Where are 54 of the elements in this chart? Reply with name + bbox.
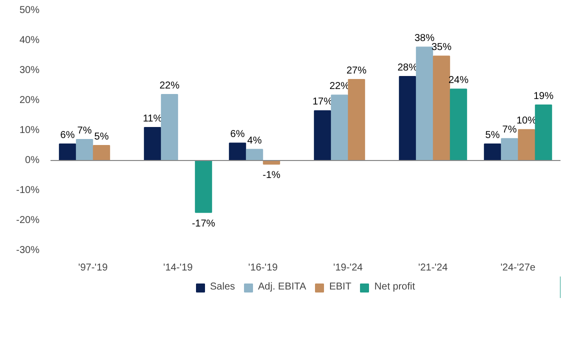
legend-label: Adj. EBITA bbox=[258, 282, 306, 292]
y-tick-label: -20% bbox=[16, 215, 40, 226]
bar bbox=[432, 56, 450, 161]
bar bbox=[450, 88, 468, 161]
data-label: 6% bbox=[60, 130, 75, 141]
y-tick-label: 40% bbox=[19, 35, 40, 46]
y-tick-label: 20% bbox=[19, 95, 40, 106]
data-label: 27% bbox=[346, 66, 367, 76]
bar bbox=[534, 104, 552, 161]
x-tick-label: '24-'27e bbox=[500, 262, 536, 274]
x-tick-label: '16-'19 bbox=[248, 262, 278, 274]
data-label: -17% bbox=[192, 218, 216, 230]
data-label: 38% bbox=[414, 33, 435, 44]
bar bbox=[228, 142, 246, 161]
data-label: 5% bbox=[485, 130, 500, 141]
y-tick-label: 50% bbox=[19, 5, 40, 16]
bar bbox=[58, 144, 76, 161]
bar bbox=[246, 148, 264, 161]
data-label: 4% bbox=[247, 135, 262, 146]
x-tick-label: '19-'24 bbox=[333, 262, 364, 274]
bar bbox=[398, 76, 416, 161]
data-label: 22% bbox=[159, 80, 180, 92]
y-tick-label: 0% bbox=[25, 155, 40, 166]
bar bbox=[500, 138, 518, 161]
legend-label: EBIT bbox=[329, 282, 352, 292]
bar bbox=[330, 94, 348, 161]
data-label: 35% bbox=[431, 42, 452, 54]
data-label: -1% bbox=[262, 170, 280, 182]
bar bbox=[194, 160, 212, 213]
bar bbox=[484, 144, 502, 161]
bar bbox=[160, 94, 178, 161]
y-tick-label: 10% bbox=[19, 125, 40, 136]
y-tick-label: 30% bbox=[19, 65, 40, 76]
y-tick-label: -30% bbox=[16, 245, 40, 256]
bar bbox=[76, 139, 94, 161]
data-label: 7% bbox=[77, 126, 92, 136]
data-label: 28% bbox=[397, 62, 418, 74]
bar bbox=[518, 129, 536, 161]
x-tick-label: '21-'24 bbox=[418, 262, 448, 274]
data-label: 11% bbox=[142, 114, 162, 124]
data-label: 7% bbox=[502, 124, 517, 136]
bar bbox=[348, 79, 366, 161]
bar bbox=[416, 46, 434, 161]
x-tick-label: '14-'19 bbox=[163, 262, 194, 274]
legend-label: Sales bbox=[210, 282, 236, 292]
bar bbox=[92, 145, 110, 161]
y-tick-label: -10% bbox=[16, 185, 40, 196]
legend-label: Net profit bbox=[374, 282, 415, 292]
data-label: 6% bbox=[230, 129, 245, 140]
bar bbox=[314, 110, 332, 161]
data-label: 5% bbox=[94, 132, 109, 142]
x-tick-label: '97-'19 bbox=[78, 262, 108, 274]
bar bbox=[144, 127, 162, 161]
data-label: 19% bbox=[533, 91, 554, 102]
